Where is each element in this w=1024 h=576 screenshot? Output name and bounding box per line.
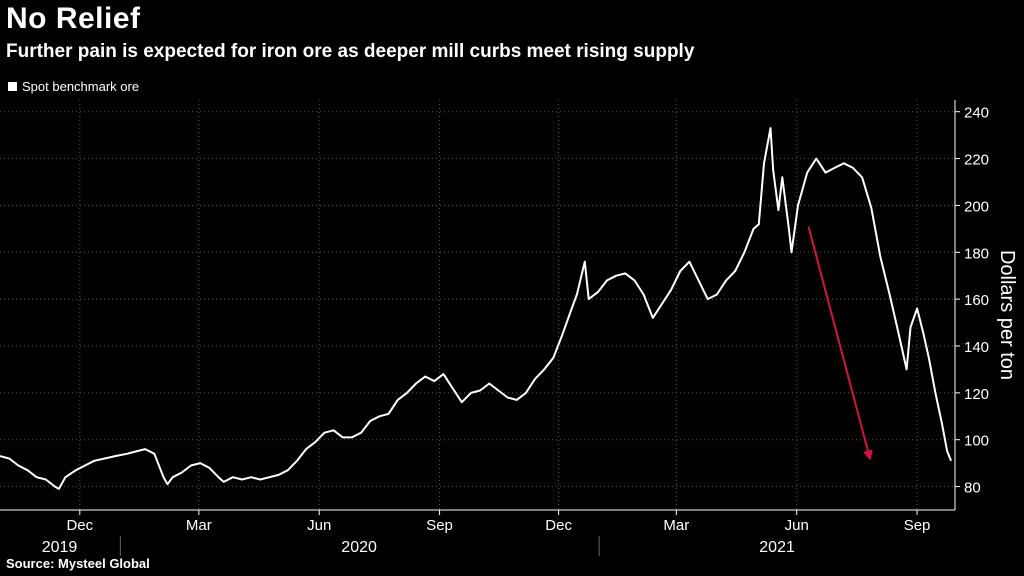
x-tick-label: Sep — [904, 517, 931, 534]
y-tick-label: 200 — [964, 198, 989, 215]
y-tick-label: 160 — [964, 292, 989, 309]
x-tick-label: Jun — [785, 517, 809, 534]
x-tick-label: Mar — [663, 517, 689, 534]
y-tick-label: 80 — [964, 480, 981, 497]
y-tick-label: 140 — [964, 339, 989, 356]
chart-subtitle: Further pain is expected for iron ore as… — [6, 41, 695, 62]
year-label: 2019 — [42, 539, 78, 556]
down-arrow-annotation — [807, 226, 873, 461]
x-tick-label: Sep — [426, 517, 453, 534]
legend-swatch — [8, 82, 17, 91]
x-axis: Dec Mar Jun Sep Dec Mar Jun Sep 2019 2020 2021 — [0, 509, 955, 556]
x-tick-label: Mar — [186, 517, 212, 534]
series-group — [0, 127, 953, 490]
grid-lines — [0, 100, 955, 510]
x-tick-label: Dec — [66, 517, 93, 534]
x-tick-label: Dec — [545, 517, 572, 534]
legend: Spot benchmark ore — [8, 79, 139, 94]
source-note: Source: Mysteel Global — [6, 556, 150, 571]
x-tick-label: Jun — [307, 517, 331, 534]
y-axis: 80 100 120 140 160 180 200 220 240 — [954, 100, 989, 510]
legend-label: Spot benchmark ore — [22, 79, 140, 94]
series-line — [0, 127, 953, 490]
year-label: 2021 — [759, 539, 795, 556]
y-tick-label: 180 — [964, 245, 989, 262]
y-tick-label: 240 — [964, 105, 989, 122]
year-label: 2020 — [341, 539, 377, 556]
y-tick-label: 220 — [964, 152, 989, 169]
y-tick-label: 100 — [964, 433, 989, 450]
y-tick-label: 120 — [964, 386, 989, 403]
chart-title: No Relief — [6, 2, 141, 35]
annotation-group — [807, 226, 873, 461]
y-axis-label: Dollars per ton — [996, 250, 1018, 380]
